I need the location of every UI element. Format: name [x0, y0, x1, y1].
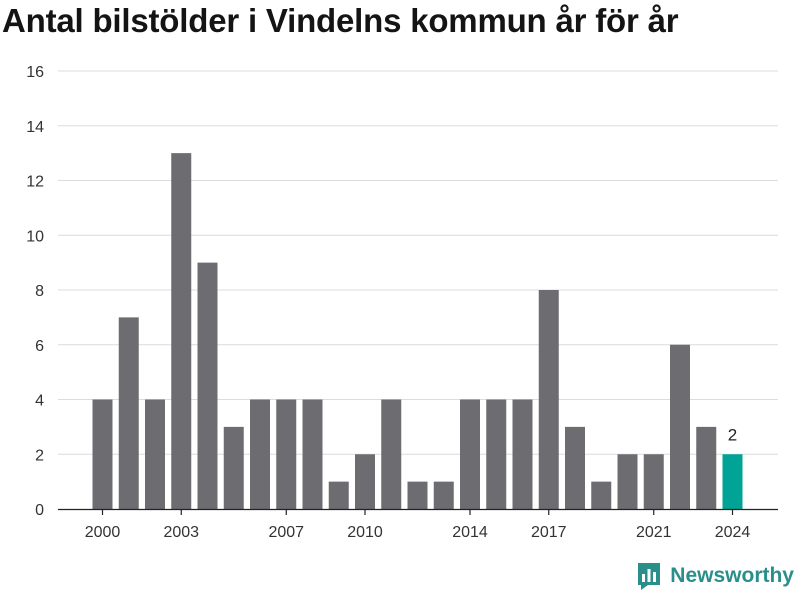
bar-2012 — [407, 481, 428, 509]
bar-2021 — [643, 454, 664, 509]
bar-2013 — [433, 481, 454, 509]
y-tick-label: 0 — [35, 502, 44, 519]
bars — [92, 153, 743, 509]
bar-2017 — [538, 290, 559, 509]
x-tick-label: 2017 — [531, 524, 567, 541]
bar-2006 — [250, 399, 270, 509]
bar-2008 — [302, 399, 323, 509]
x-axis-ticks: 2000 2003 2007 2010 2014 2017 2021 2024 — [58, 508, 778, 541]
bar-2018 — [565, 426, 585, 509]
x-tick-label: 2003 — [163, 524, 199, 541]
bar-2004 — [197, 262, 218, 509]
bar-2016 — [512, 399, 533, 509]
y-tick-label: 4 — [35, 393, 44, 410]
bar-chart-speech-bubble-icon — [638, 563, 661, 590]
x-tick-label: 2010 — [347, 524, 383, 541]
bar-2000 — [92, 399, 113, 509]
y-tick-label: 8 — [35, 283, 44, 300]
bar-2020 — [617, 454, 638, 509]
data-labels: 2 — [728, 425, 737, 444]
y-axis-ticks: 0 2 4 6 8 10 12 14 16 — [26, 64, 44, 519]
bar-2014 — [460, 399, 480, 509]
newsworthy-logo: Newsworthy — [636, 561, 794, 591]
y-tick-label: 2 — [35, 447, 44, 464]
bar-2022 — [670, 344, 690, 509]
y-tick-label: 16 — [26, 64, 44, 81]
bar-2003 — [171, 153, 192, 509]
bar-2005 — [223, 426, 244, 509]
bar-2010 — [355, 454, 375, 509]
data-label-2024: 2 — [728, 425, 737, 444]
y-tick-label: 12 — [26, 174, 44, 191]
brand-name: Newsworthy — [670, 564, 794, 587]
bar-2015 — [486, 399, 507, 509]
bar-2019 — [591, 481, 612, 509]
bar-2009 — [328, 481, 349, 509]
bar-2007 — [276, 399, 297, 509]
x-tick-label: 2007 — [268, 524, 304, 541]
x-tick-label: 2021 — [636, 524, 672, 541]
y-tick-label: 6 — [35, 338, 44, 355]
bar-2001 — [118, 317, 139, 509]
chart-title: Antal bilstölder i Vindelns kommun år fö… — [2, 2, 679, 39]
bar-2024 — [722, 454, 743, 509]
bar-2011 — [381, 399, 402, 509]
x-tick-label: 2000 — [85, 524, 121, 541]
y-tick-label: 10 — [26, 228, 44, 245]
bar-2023 — [696, 426, 717, 509]
x-tick-label: 2014 — [452, 524, 488, 541]
x-tick-label: 2024 — [715, 524, 751, 541]
y-tick-label: 14 — [26, 119, 44, 136]
bar-2002 — [145, 399, 165, 509]
